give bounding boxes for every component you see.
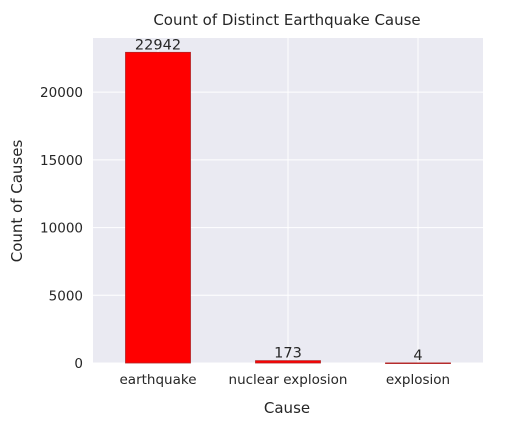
y-tick-label-20000: 20000 (40, 85, 83, 101)
y-tick-label-10000: 10000 (40, 221, 83, 237)
y-axis-label: Count of Causes (8, 140, 26, 263)
x-tick-label-nuclear-explosion: nuclear explosion (229, 372, 348, 388)
x-tick-label-explosion: explosion (386, 372, 450, 388)
bar-explosion (385, 362, 451, 364)
y-tick-label-0: 0 (74, 356, 83, 372)
x-axis-label: Cause (264, 399, 310, 417)
y-tick-label-5000: 5000 (49, 288, 83, 304)
bar-nuclear-explosion (255, 360, 321, 364)
bar-earthquake (125, 51, 191, 364)
data-label-explosion: 4 (413, 348, 422, 364)
x-tick-label-earthquake: earthquake (119, 372, 196, 388)
chart-title: Count of Distinct Earthquake Cause (153, 11, 420, 29)
y-axis-ticks: 0 5000 10000 15000 20000 (40, 85, 83, 372)
x-axis-ticks: earthquake nuclear explosion explosion (119, 372, 450, 388)
y-tick-label-15000: 15000 (40, 153, 83, 169)
data-label-earthquake: 22942 (135, 37, 181, 53)
data-label-nuclear-explosion: 173 (274, 346, 302, 362)
bars (125, 51, 451, 364)
data-labels: 22942 173 4 (135, 37, 423, 364)
